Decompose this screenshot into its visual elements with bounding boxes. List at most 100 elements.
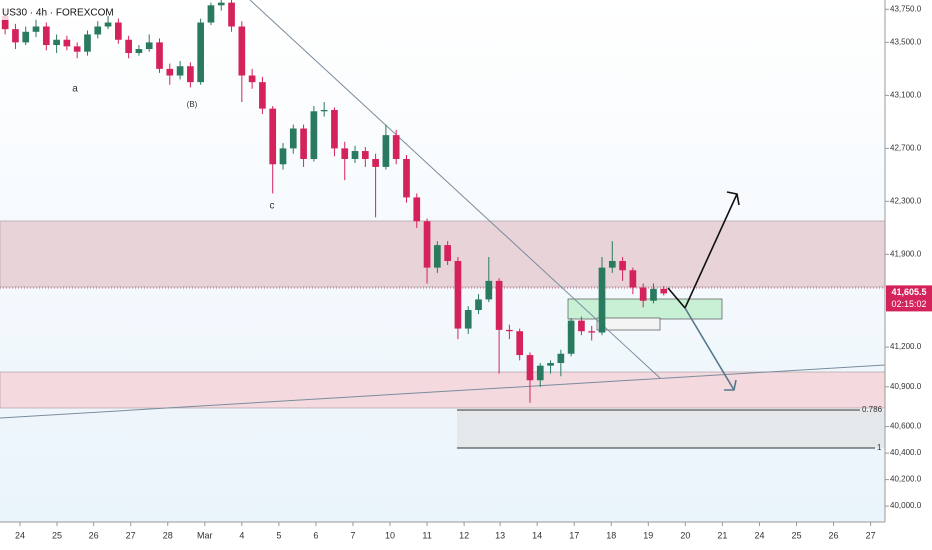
candle-body bbox=[526, 355, 534, 381]
candle-body bbox=[588, 331, 596, 333]
price-badge bbox=[886, 285, 932, 312]
candle-body bbox=[372, 158, 379, 167]
candle-body bbox=[279, 148, 287, 165]
x-tick-label: 4 bbox=[239, 530, 244, 540]
candle-body bbox=[156, 42, 163, 69]
candle-body bbox=[331, 109, 338, 149]
x-tick-label: 10 bbox=[385, 530, 395, 540]
candle-body bbox=[289, 128, 297, 149]
candle-body bbox=[454, 261, 462, 329]
candle-body bbox=[22, 31, 30, 43]
x-tick-label: 24 bbox=[754, 530, 764, 540]
x-tick-label: 12 bbox=[459, 530, 469, 540]
x-tick-label: 20 bbox=[680, 530, 690, 540]
candle-body bbox=[145, 42, 153, 50]
candle-body bbox=[42, 26, 50, 46]
bear-arrow bbox=[684, 307, 735, 391]
candle-body bbox=[485, 280, 493, 300]
fib-zone bbox=[457, 410, 885, 448]
candle-body bbox=[464, 310, 472, 329]
x-tick-label: 25 bbox=[52, 530, 62, 540]
y-tick-label: 43,100.0 bbox=[890, 91, 922, 100]
candle-body bbox=[94, 26, 102, 35]
candle-body bbox=[197, 22, 205, 83]
x-tick-label: 18 bbox=[606, 530, 616, 540]
x-tick-label: Mar bbox=[197, 530, 213, 540]
candle-body bbox=[619, 261, 626, 271]
candle-body bbox=[320, 109, 328, 112]
x-tick-label: 28 bbox=[163, 530, 173, 540]
title-bg bbox=[0, 4, 98, 20]
x-tick-label: 19 bbox=[643, 530, 653, 540]
candle-body bbox=[629, 270, 637, 288]
candle-body bbox=[166, 68, 174, 76]
candle-body bbox=[536, 365, 544, 381]
x-tick-label: 6 bbox=[313, 530, 318, 540]
x-tick-label: 26 bbox=[89, 530, 99, 540]
candle-body bbox=[650, 288, 657, 301]
candle-body bbox=[53, 39, 60, 46]
candle-body bbox=[598, 267, 606, 333]
candle-body bbox=[361, 151, 369, 159]
x-tick-label: 24 bbox=[15, 530, 25, 540]
wave-label: (B) bbox=[187, 100, 198, 109]
y-tick-label: 40,900.0 bbox=[890, 382, 922, 391]
fib-label: 1 bbox=[877, 443, 882, 452]
candle-body bbox=[125, 39, 132, 53]
candle-body bbox=[557, 353, 565, 364]
candle-body bbox=[300, 128, 307, 159]
y-tick-label: 40,400.0 bbox=[890, 448, 922, 457]
candle-body bbox=[382, 135, 390, 167]
x-tick-label: 25 bbox=[791, 530, 801, 540]
x-tick-label: 14 bbox=[532, 530, 542, 540]
candle-body bbox=[413, 197, 421, 222]
candle-body bbox=[392, 135, 400, 159]
candle-body bbox=[84, 34, 91, 52]
price-label: 41,605.5 bbox=[891, 287, 926, 297]
small-box bbox=[596, 317, 661, 331]
candle-body bbox=[639, 287, 647, 301]
fib-label: 0.786 bbox=[862, 405, 883, 414]
y-tick-label: 41,900.0 bbox=[890, 249, 922, 258]
candles bbox=[1, 0, 668, 403]
candle-body bbox=[1, 15, 9, 30]
candle-body bbox=[351, 151, 359, 159]
chart-title: US30 · 4h · FOREXCOM bbox=[2, 8, 114, 19]
candle-body bbox=[578, 320, 585, 332]
candle-body bbox=[207, 5, 215, 23]
wave-label: c bbox=[270, 201, 275, 212]
candle-body bbox=[475, 299, 482, 311]
x-tick-label: 5 bbox=[276, 530, 281, 540]
countdown: 02:15:02 bbox=[891, 299, 926, 309]
candle-body bbox=[444, 245, 451, 261]
candle-body bbox=[403, 158, 410, 198]
candle-body bbox=[176, 66, 184, 76]
price-axis bbox=[885, 0, 932, 550]
candle-body bbox=[259, 82, 266, 109]
x-tick-label: 21 bbox=[717, 530, 727, 540]
y-tick-label: 40,200.0 bbox=[890, 475, 922, 484]
y-tick-label: 43,750.0 bbox=[890, 4, 922, 13]
x-tick-label: 11 bbox=[422, 530, 431, 540]
candle-body bbox=[310, 111, 318, 159]
x-tick-label: 27 bbox=[126, 530, 136, 540]
candle-body bbox=[608, 261, 616, 268]
candle-body bbox=[506, 329, 513, 332]
demand-box bbox=[567, 298, 723, 320]
trendline bbox=[249, 0, 661, 379]
arrow-head bbox=[724, 379, 737, 391]
resistance-zone bbox=[0, 220, 886, 288]
y-tick-label: 41,200.0 bbox=[890, 342, 922, 351]
candle-body bbox=[187, 66, 194, 83]
support-zone bbox=[0, 371, 886, 409]
candle-body bbox=[63, 39, 71, 47]
trendline bbox=[0, 364, 886, 419]
candle-body bbox=[135, 49, 143, 53]
wave-label: a bbox=[72, 84, 78, 95]
candle-body bbox=[423, 221, 431, 268]
x-tick-label: 7 bbox=[350, 530, 355, 540]
candle-body bbox=[547, 363, 554, 366]
y-tick-label: 40,600.0 bbox=[890, 422, 922, 431]
time-axis bbox=[0, 522, 885, 550]
